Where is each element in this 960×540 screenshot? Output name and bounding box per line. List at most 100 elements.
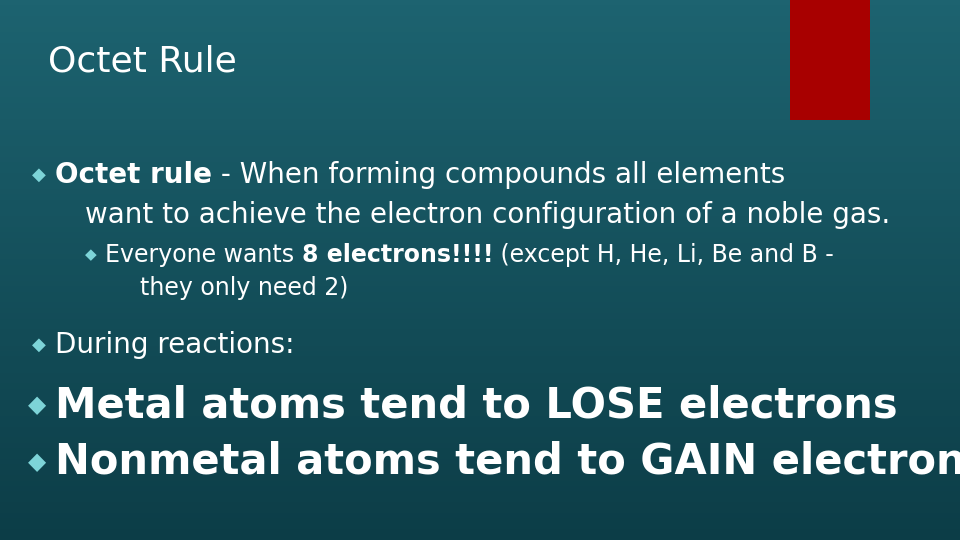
Bar	[0, 248, 960, 254]
Bar	[0, 373, 960, 378]
Bar	[0, 421, 960, 427]
Bar	[0, 119, 960, 124]
Bar	[0, 54, 960, 59]
Bar	[790, 0, 870, 120]
Bar	[0, 38, 960, 43]
Bar	[0, 308, 960, 313]
Text: ◆: ◆	[32, 166, 46, 184]
Bar	[0, 16, 960, 22]
Bar	[0, 221, 960, 227]
Bar	[0, 367, 960, 373]
Bar	[0, 113, 960, 119]
Bar	[0, 162, 960, 167]
Text: Metal atoms tend to LOSE electrons: Metal atoms tend to LOSE electrons	[55, 384, 898, 426]
Bar	[0, 340, 960, 346]
Bar	[0, 470, 960, 475]
Text: Nonmetal atoms tend to GAIN electrons.: Nonmetal atoms tend to GAIN electrons.	[55, 441, 960, 483]
Bar	[0, 49, 960, 54]
Bar	[0, 135, 960, 140]
Text: - When forming compounds all elements: - When forming compounds all elements	[212, 161, 785, 189]
Text: 8 electrons!!!!: 8 electrons!!!!	[301, 243, 493, 267]
Bar	[0, 464, 960, 470]
Text: ◆: ◆	[85, 247, 97, 262]
Bar	[0, 200, 960, 205]
Bar	[0, 108, 960, 113]
Bar	[0, 103, 960, 108]
Bar	[0, 167, 960, 173]
Bar	[0, 81, 960, 86]
Bar	[0, 475, 960, 481]
Bar	[0, 238, 960, 243]
Bar	[0, 59, 960, 65]
Bar	[0, 140, 960, 146]
Bar	[0, 448, 960, 454]
Bar	[0, 130, 960, 135]
Bar	[0, 27, 960, 32]
Bar	[0, 211, 960, 216]
Bar	[0, 157, 960, 162]
Bar	[0, 178, 960, 184]
Bar	[0, 518, 960, 524]
Bar	[0, 32, 960, 38]
Bar	[0, 43, 960, 49]
Bar	[0, 351, 960, 356]
Bar	[0, 173, 960, 178]
Bar	[0, 11, 960, 16]
Bar	[0, 70, 960, 76]
Bar	[0, 184, 960, 189]
Bar	[0, 97, 960, 103]
Bar	[0, 427, 960, 432]
Bar	[0, 481, 960, 486]
Bar	[0, 437, 960, 443]
Bar	[0, 259, 960, 265]
Bar	[0, 0, 960, 5]
Bar	[0, 281, 960, 286]
Bar	[0, 400, 960, 405]
Text: Octet Rule: Octet Rule	[48, 45, 237, 79]
Bar	[0, 443, 960, 448]
Bar	[0, 194, 960, 200]
Bar	[0, 92, 960, 97]
Bar	[0, 362, 960, 367]
Bar	[0, 389, 960, 394]
Bar	[0, 410, 960, 416]
Text: want to achieve the electron configuration of a noble gas.: want to achieve the electron configurati…	[85, 201, 890, 229]
Bar	[0, 232, 960, 238]
Text: (except H, He, Li, Be and B -: (except H, He, Li, Be and B -	[493, 243, 834, 267]
Bar	[0, 275, 960, 281]
Bar	[0, 243, 960, 248]
Text: they only need 2): they only need 2)	[140, 276, 348, 300]
Bar	[0, 205, 960, 211]
Bar	[0, 329, 960, 335]
Bar	[0, 5, 960, 11]
Bar	[0, 270, 960, 275]
Bar	[0, 22, 960, 27]
Bar	[0, 346, 960, 351]
Text: ◆: ◆	[28, 450, 46, 474]
Bar	[0, 529, 960, 535]
Bar	[0, 497, 960, 502]
Text: ◆: ◆	[28, 393, 46, 417]
Bar	[0, 486, 960, 491]
Bar	[0, 313, 960, 319]
Bar	[0, 86, 960, 92]
Bar	[0, 416, 960, 421]
Bar	[0, 508, 960, 513]
Bar	[0, 65, 960, 70]
Bar	[0, 265, 960, 270]
Text: During reactions:: During reactions:	[55, 331, 295, 359]
Bar	[0, 335, 960, 340]
Bar	[0, 302, 960, 308]
Bar	[0, 454, 960, 459]
Text: Everyone wants: Everyone wants	[105, 243, 301, 267]
Bar	[0, 319, 960, 324]
Bar	[0, 394, 960, 400]
Bar	[0, 151, 960, 157]
Bar	[0, 513, 960, 518]
Bar	[0, 432, 960, 437]
Bar	[0, 297, 960, 302]
Bar	[0, 502, 960, 508]
Bar	[0, 292, 960, 297]
Bar	[0, 356, 960, 362]
Bar	[0, 524, 960, 529]
